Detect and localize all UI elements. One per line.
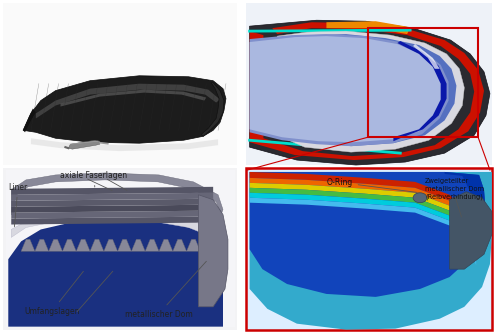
- Polygon shape: [394, 41, 446, 141]
- Polygon shape: [186, 239, 200, 251]
- Polygon shape: [202, 83, 224, 136]
- Polygon shape: [11, 173, 223, 214]
- Polygon shape: [11, 212, 221, 245]
- Polygon shape: [21, 239, 35, 251]
- Polygon shape: [23, 109, 36, 132]
- Polygon shape: [8, 219, 223, 327]
- Polygon shape: [250, 20, 490, 165]
- Polygon shape: [250, 36, 442, 142]
- Polygon shape: [145, 239, 159, 251]
- Text: Zweigeteilter
metallischer Dom
(Reibverbindung): Zweigeteilter metallischer Dom (Reibverb…: [425, 178, 484, 200]
- Polygon shape: [287, 34, 456, 146]
- Polygon shape: [250, 188, 476, 255]
- Polygon shape: [250, 172, 492, 330]
- Text: Liner: Liner: [8, 183, 28, 227]
- Polygon shape: [104, 239, 118, 251]
- Polygon shape: [250, 193, 476, 260]
- Polygon shape: [11, 187, 213, 195]
- Polygon shape: [277, 31, 464, 152]
- Polygon shape: [118, 239, 132, 251]
- Text: axiale Faserlagen: axiale Faserlagen: [60, 171, 128, 187]
- FancyBboxPatch shape: [4, 3, 237, 165]
- Polygon shape: [250, 34, 448, 146]
- Polygon shape: [250, 198, 476, 265]
- Polygon shape: [11, 216, 213, 224]
- FancyBboxPatch shape: [4, 3, 237, 165]
- Polygon shape: [250, 22, 484, 160]
- Polygon shape: [413, 44, 440, 69]
- Polygon shape: [48, 239, 62, 251]
- Polygon shape: [173, 239, 186, 251]
- Polygon shape: [31, 138, 218, 151]
- Polygon shape: [250, 172, 486, 297]
- Polygon shape: [35, 239, 48, 251]
- FancyBboxPatch shape: [246, 3, 492, 165]
- Polygon shape: [132, 239, 145, 251]
- FancyBboxPatch shape: [246, 168, 492, 330]
- Polygon shape: [198, 195, 228, 307]
- FancyBboxPatch shape: [4, 168, 237, 330]
- Polygon shape: [76, 239, 90, 251]
- Text: metallischer Dom: metallischer Dom: [124, 261, 206, 319]
- Polygon shape: [11, 211, 213, 218]
- Polygon shape: [62, 239, 76, 251]
- Polygon shape: [250, 178, 476, 245]
- Polygon shape: [11, 199, 213, 207]
- Polygon shape: [90, 239, 104, 251]
- FancyBboxPatch shape: [6, 170, 235, 327]
- Polygon shape: [68, 140, 100, 149]
- Polygon shape: [444, 172, 486, 264]
- Polygon shape: [250, 183, 476, 250]
- Polygon shape: [11, 193, 213, 201]
- Polygon shape: [23, 76, 226, 143]
- Polygon shape: [11, 205, 213, 212]
- Polygon shape: [450, 192, 492, 269]
- Polygon shape: [60, 90, 206, 107]
- Ellipse shape: [413, 193, 427, 203]
- Polygon shape: [200, 239, 214, 251]
- Polygon shape: [326, 21, 410, 34]
- Polygon shape: [36, 84, 220, 119]
- Text: O-Ring: O-Ring: [326, 178, 417, 192]
- Polygon shape: [250, 172, 476, 240]
- Text: Umfangslagen: Umfangslagen: [24, 271, 84, 316]
- Polygon shape: [159, 239, 173, 251]
